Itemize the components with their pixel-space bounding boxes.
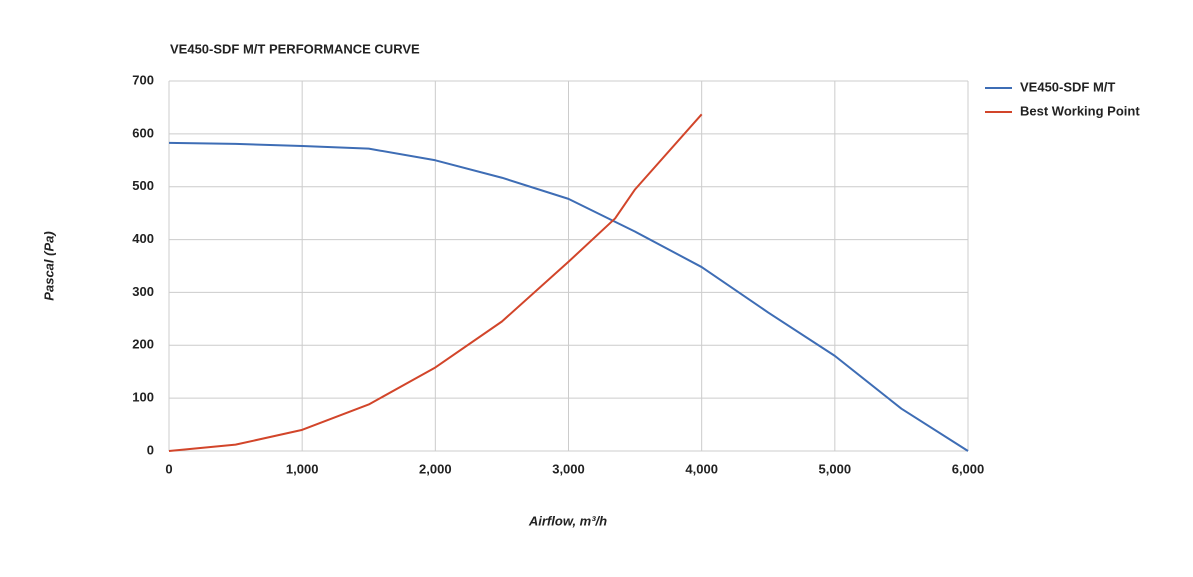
y-tick-label: 500: [132, 178, 154, 193]
x-tick-label: 0: [165, 461, 172, 476]
x-tick-label: 2,000: [419, 461, 452, 476]
y-tick-label: 200: [132, 337, 154, 352]
x-tick-label: 4,000: [685, 461, 718, 476]
y-axis-title: Pascal (Pa): [41, 231, 56, 300]
series-line: [168, 113, 703, 452]
y-tick-label: 700: [132, 72, 154, 87]
y-tick-label: 100: [132, 390, 154, 405]
legend-label: VE450-SDF M/T: [1020, 79, 1115, 94]
legend-label: Best Working Point: [1020, 103, 1140, 118]
y-tick-label: 0: [147, 442, 154, 457]
x-tick-label: 1,000: [286, 461, 319, 476]
x-tick-label: 6,000: [952, 461, 985, 476]
x-tick-label: 3,000: [552, 461, 585, 476]
y-tick-label: 400: [132, 231, 154, 246]
series-line: [168, 141, 969, 452]
y-tick-label: 600: [132, 125, 154, 140]
x-axis-title: Airflow, m³/h: [528, 513, 607, 528]
x-tick-label: 5,000: [819, 461, 852, 476]
chart-title: VE450-SDF M/T PERFORMANCE CURVE: [170, 41, 420, 56]
y-tick-label: 300: [132, 284, 154, 299]
